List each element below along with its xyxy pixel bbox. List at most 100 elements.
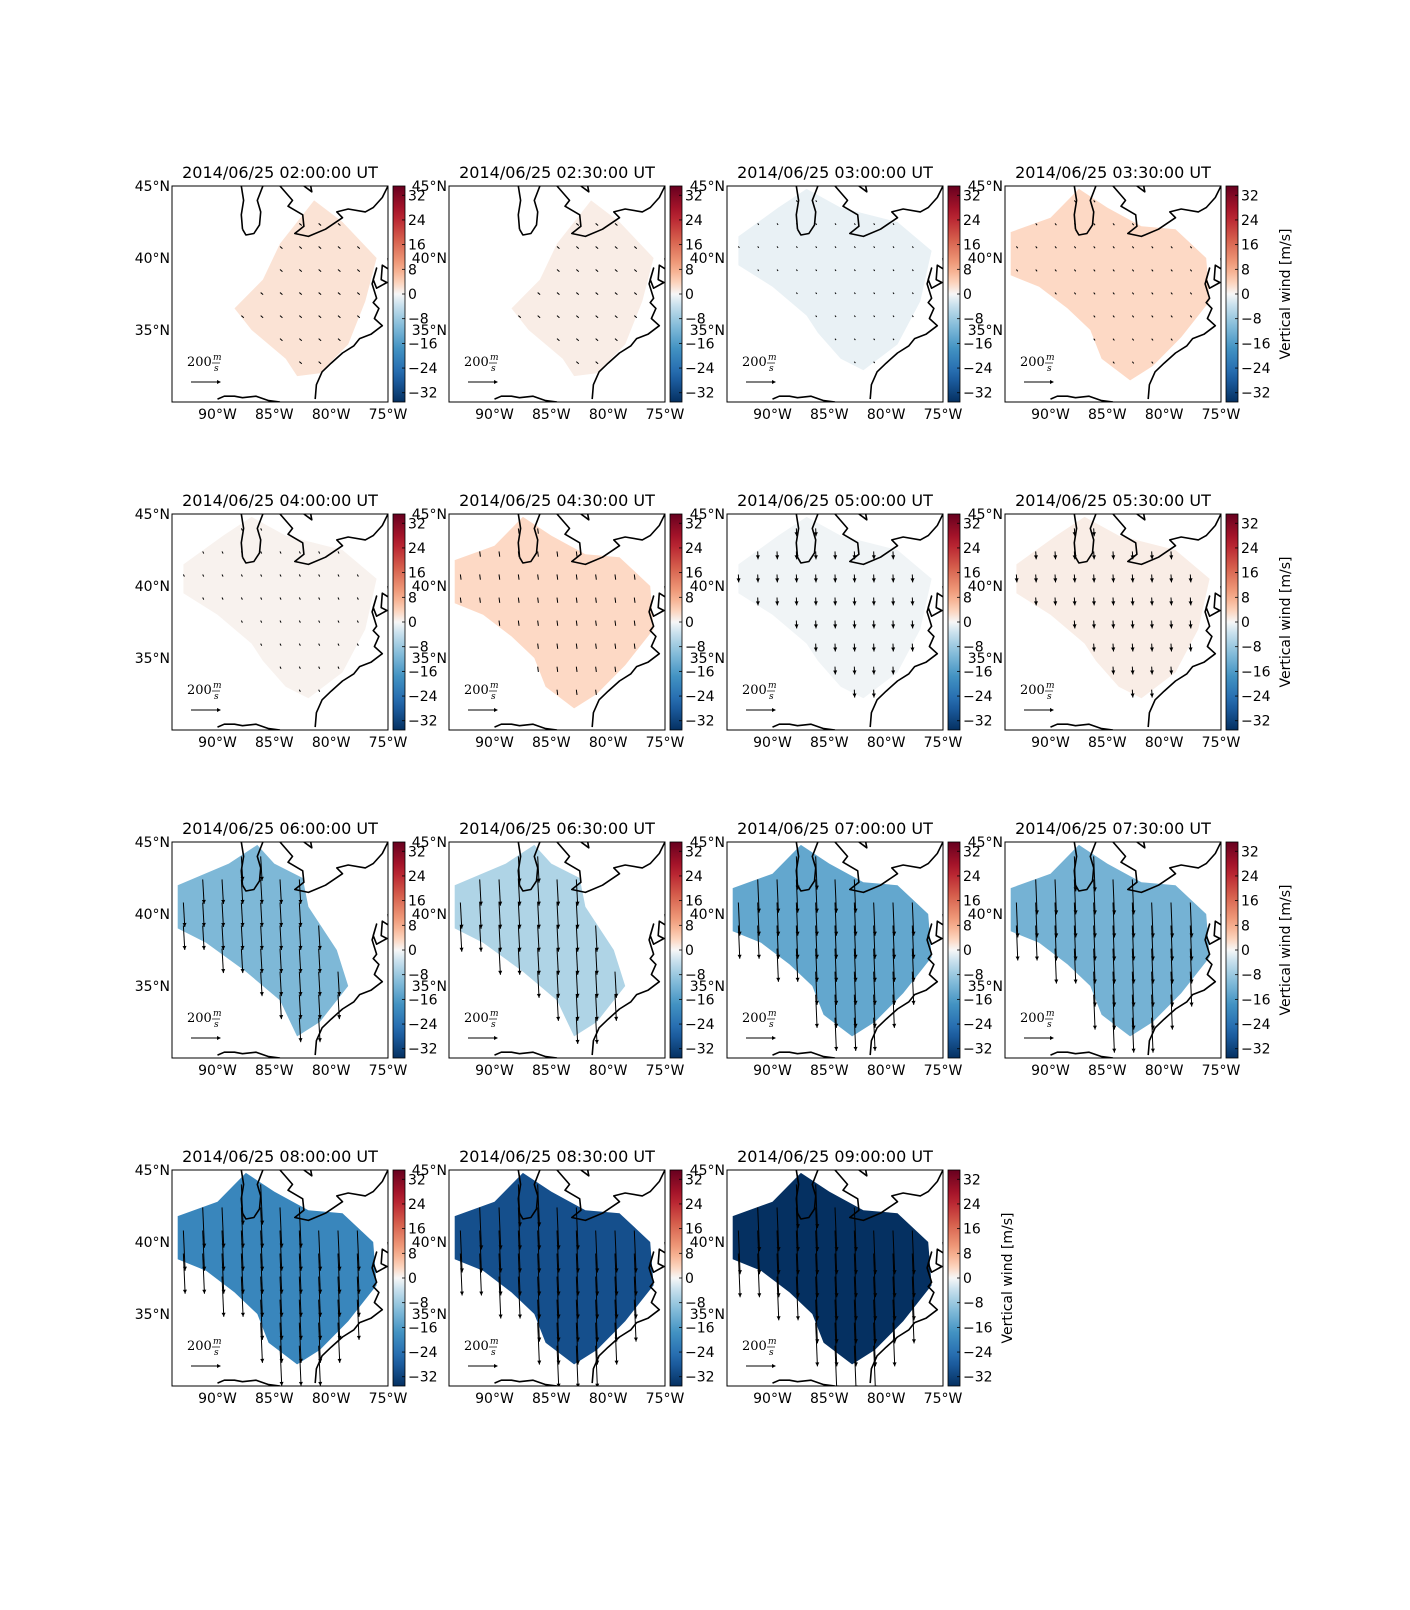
lon-tick-label: 85°W (810, 1391, 849, 1407)
wind-arrow (1035, 246, 1038, 249)
wind-arrow (892, 246, 895, 249)
wind-arrow (795, 246, 798, 249)
wind-arrow (795, 1276, 800, 1321)
lat-tick-label: 45°N (412, 179, 447, 195)
wind-arrow (873, 246, 876, 249)
map-panel-3: 2014/06/25 03:00:00 UT 200 ms 45°N 40°N 35°N 9… (690, 163, 993, 423)
map-panel-7: 2014/06/25 05:00:00 UT 200 ms 45°N 40°N 35°N 9… (690, 491, 993, 751)
colorbar: 32 24 16 8 0 −8 −16 −24 −32 (392, 185, 438, 403)
coastline (591, 586, 665, 728)
scale-unit-denominator: s (1047, 692, 1052, 702)
lat-tick-label: 35°N (690, 1307, 725, 1323)
colorbar-tick-label: 24 (408, 869, 426, 885)
lat-tick-label: 45°N (412, 507, 447, 523)
coastline (869, 914, 943, 1056)
wind-arrow (1149, 666, 1154, 675)
wind-arrow (834, 315, 837, 318)
wind-arrow (517, 948, 522, 975)
wind-arrow (576, 246, 580, 249)
wind-arrow (834, 1017, 839, 1051)
axes-frame (448, 513, 666, 731)
colorbar-tick-label: 32 (1241, 516, 1259, 532)
wind-arrow (1111, 574, 1116, 583)
scale-unit-numerator: m (1046, 353, 1055, 363)
lon-tick-label: 85°W (532, 407, 571, 423)
lat-tick-label: 45°N (135, 1163, 170, 1179)
colorbar-tick-label: −8 (1241, 312, 1262, 328)
wind-arrow (556, 338, 560, 342)
wind-arrow (260, 528, 263, 531)
wind-arrow (1073, 948, 1078, 984)
wind-arrow (556, 269, 560, 272)
scale-unit-numerator: m (768, 1009, 777, 1019)
wind-arrow (1131, 361, 1135, 364)
map-panel-10: 2014/06/25 06:30:00 UT 200 ms 45°N 40°N 35°N 9… (412, 819, 715, 1079)
wind-arrow (614, 620, 617, 626)
wind-arrow (1093, 246, 1096, 249)
colorbar-tick-label: 8 (685, 918, 694, 934)
lat-tick-label: 45°N (412, 1163, 447, 1179)
wind-arrow (853, 315, 856, 318)
wind-arrow (1170, 315, 1173, 318)
colorbar-tick-label: 0 (963, 287, 972, 303)
colorbar-tick-label: −16 (685, 664, 715, 680)
colorbar-tick-label: 24 (408, 213, 426, 229)
coastline (1112, 514, 1221, 566)
wind-arrow (834, 338, 837, 341)
colorbar-tick-label: −8 (685, 968, 706, 984)
scale-key: 200 ms (742, 353, 777, 384)
wind-arrow (279, 902, 284, 928)
scale-key: 200 ms (1020, 1009, 1055, 1040)
wind-arrow (1151, 361, 1154, 364)
plot-area (1010, 842, 1221, 1058)
wind-arrow (595, 292, 599, 296)
coastline (1073, 186, 1078, 230)
wind-arrow (498, 1276, 503, 1319)
axes-frame (171, 185, 389, 403)
scale-value: 200 (464, 355, 489, 370)
wind-arrow (318, 620, 321, 623)
map-panel-2: 2014/06/25 02:30:00 UT 200 ms 45°N 40°N 35°N 9… (412, 163, 715, 423)
coastline (518, 186, 541, 236)
wind-arrows (182, 856, 342, 1043)
coastline (240, 514, 245, 558)
vertical-wind-field (454, 1172, 654, 1365)
lat-tick-label: 35°N (968, 979, 1003, 995)
scale-unit-denominator: s (491, 692, 496, 702)
wind-arrow (871, 574, 876, 583)
colorbar-tick-label: −8 (408, 640, 429, 656)
colorbar-tick-label: 24 (408, 1197, 426, 1213)
wind-arrow (852, 620, 857, 629)
wind-arrow (1091, 528, 1096, 537)
coastline (1147, 586, 1221, 728)
wind-arrow (298, 948, 303, 974)
colorbar-tick-label: 16 (685, 894, 703, 910)
wind-arrow (891, 551, 896, 560)
coastline (217, 1051, 281, 1058)
axes-frame (448, 1169, 666, 1387)
wind-arrow (279, 1345, 284, 1386)
coastline (858, 1170, 868, 1177)
vertical-wind-field (738, 516, 932, 699)
lon-tick-label: 75°W (924, 735, 963, 751)
coastline (1050, 723, 1114, 730)
lat-tick-label: 40°N (135, 1235, 170, 1251)
wind-arrow (614, 994, 619, 1021)
scale-value: 200 (742, 683, 767, 698)
wind-arrow (873, 223, 876, 226)
wind-arrow (833, 597, 838, 606)
vertical-wind-field (177, 1172, 377, 1365)
wind-arrow (518, 315, 522, 319)
wind-arrow (517, 528, 520, 534)
wind-arrow (595, 361, 599, 365)
wind-arrow (517, 574, 520, 580)
wind-arrow (337, 292, 341, 296)
wind-arrow (202, 551, 205, 554)
colorbar-tick-label: 24 (408, 541, 426, 557)
colorbar-tick-label: 32 (1241, 844, 1259, 860)
wind-arrow (736, 574, 741, 583)
lat-tick-label: 40°N (412, 579, 447, 595)
scale-unit-denominator: s (214, 1020, 219, 1030)
map-panel-14: 2014/06/25 08:30:00 UT 200 ms 45°N 40°N 35°N 9… (412, 1147, 715, 1407)
colorbar-tick-label: −32 (408, 1370, 438, 1386)
